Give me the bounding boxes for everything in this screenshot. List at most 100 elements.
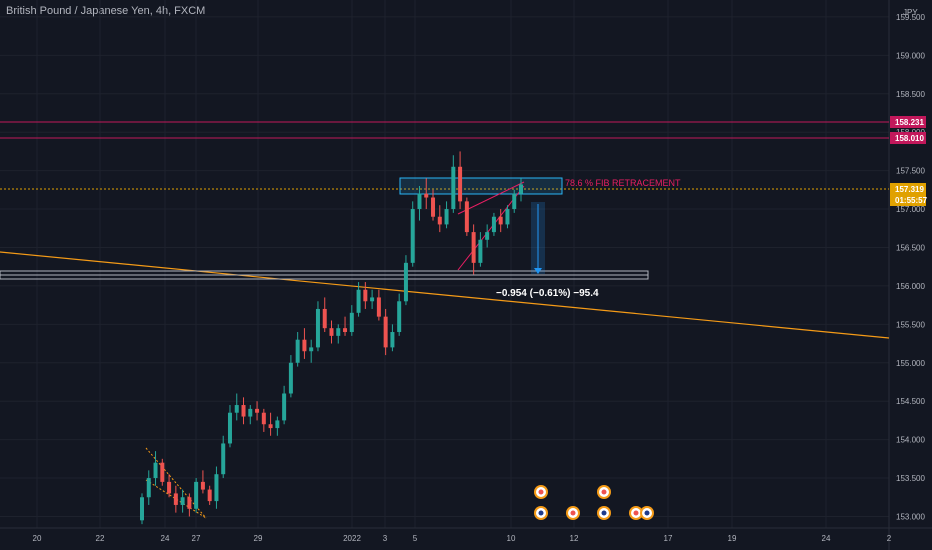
candle-body [180,497,185,505]
candle-body [417,193,422,210]
event-icon-flag [601,510,607,516]
event-icon-flag [570,510,576,516]
price-tick-label: 157.500 [896,167,925,176]
event-icon [566,506,580,520]
event-icon-flag [644,510,650,516]
price-tick-label: 157.000 [896,205,925,214]
candle-body [160,462,165,482]
price-tick-label: 155.000 [896,359,925,368]
candle-body [255,408,260,413]
price-tick-label: 154.000 [896,436,925,445]
candle-body [329,328,334,336]
time-tick-label: 10 [507,534,516,543]
candle-body [288,362,293,394]
candle-body [302,339,307,352]
candle-body [214,474,219,502]
candle-body [370,297,375,302]
candle-body [343,328,348,333]
time-tick-label: 24 [822,534,831,543]
event-icon-flag [633,510,639,516]
candle-body [498,216,503,225]
candle-body [451,166,456,210]
price-tick-label: 154.500 [896,397,925,406]
price-tag: 158.231 [890,116,926,128]
event-icon [597,506,611,520]
candle-body [485,232,490,240]
candles [140,151,523,525]
price-tick-label: 156.000 [896,282,925,291]
time-axis: 20 22 24 27 29 2022 3 5 10 12 17 19 24 2 [33,534,892,543]
candle-body [140,497,144,521]
candle-body [458,166,463,202]
time-tick-label: 2 [887,534,892,543]
price-tag-label: 01:55:57 [895,196,928,205]
price-tick-label: 159.000 [896,51,925,60]
time-tick-label: 24 [161,534,170,543]
grid [0,0,890,528]
candle-body [200,481,205,490]
candle-body [437,216,442,225]
price-tag: 157.319 [890,183,926,195]
price-tick-label: 153.500 [896,474,925,483]
fib-label: 78.6 % FIB RETRACEMENT [565,178,681,188]
time-tick-label: 20 [33,534,42,543]
candle-body [309,347,314,352]
price-tag-bg [890,183,926,195]
candle-body [512,193,517,210]
candle-body [221,443,226,475]
event-icon [640,506,654,520]
candle-body [376,297,381,317]
measure-label: −0.954 (−0.61%) −95.4 [496,288,599,299]
candle-body [336,328,341,336]
measure-arrow-head [534,268,542,274]
candle-body [315,308,320,348]
price-tag-bg [890,194,926,206]
candle-body [248,408,253,417]
price-tag: 01:55:57 [890,194,928,206]
candle-body [356,289,361,313]
candle-body [491,216,496,233]
price-tag-label: 157.319 [895,185,924,194]
candle-body [397,301,402,333]
price-tick-label: 158.500 [896,90,925,99]
candle-body [153,462,158,479]
price-tick-label: 155.500 [896,320,925,329]
candle-body [241,405,246,417]
candle-body [268,424,273,429]
candle-body [194,481,199,509]
fib-zone [399,177,563,195]
event-icon-flag [538,510,544,516]
candle-body [234,405,239,413]
candle-body [519,184,523,194]
candle-body [505,209,510,225]
candle-body [282,393,287,421]
currency-label: JPY [903,8,918,17]
event-icon [534,485,548,499]
candle-body [173,493,178,505]
trend-line [0,251,890,339]
candle-body [227,412,232,444]
time-tick-label: 2022 [343,534,361,543]
candle-body [295,339,300,363]
event-icon-flag [601,489,607,495]
candle-body [146,478,151,498]
price-tags: 158.231 158.010 157.319 01:55:57 [890,116,928,206]
candle-body [410,209,415,263]
time-tick-label: 19 [728,534,737,543]
time-tick-label: 27 [192,534,201,543]
candle-body [424,193,429,198]
time-tick-label: 3 [383,534,388,543]
candle-body [431,197,436,217]
event-icon-flag [538,489,544,495]
candle-body [403,262,408,302]
candle-body [478,239,483,263]
time-tick-label: 29 [254,534,263,543]
event-icon [597,485,611,499]
candle-body [261,412,266,425]
price-tag-bg [890,116,926,128]
time-tick-label: 22 [96,534,105,543]
candle-body [349,312,354,333]
event-icon [629,506,643,520]
price-tag: 158.010 [890,132,926,144]
